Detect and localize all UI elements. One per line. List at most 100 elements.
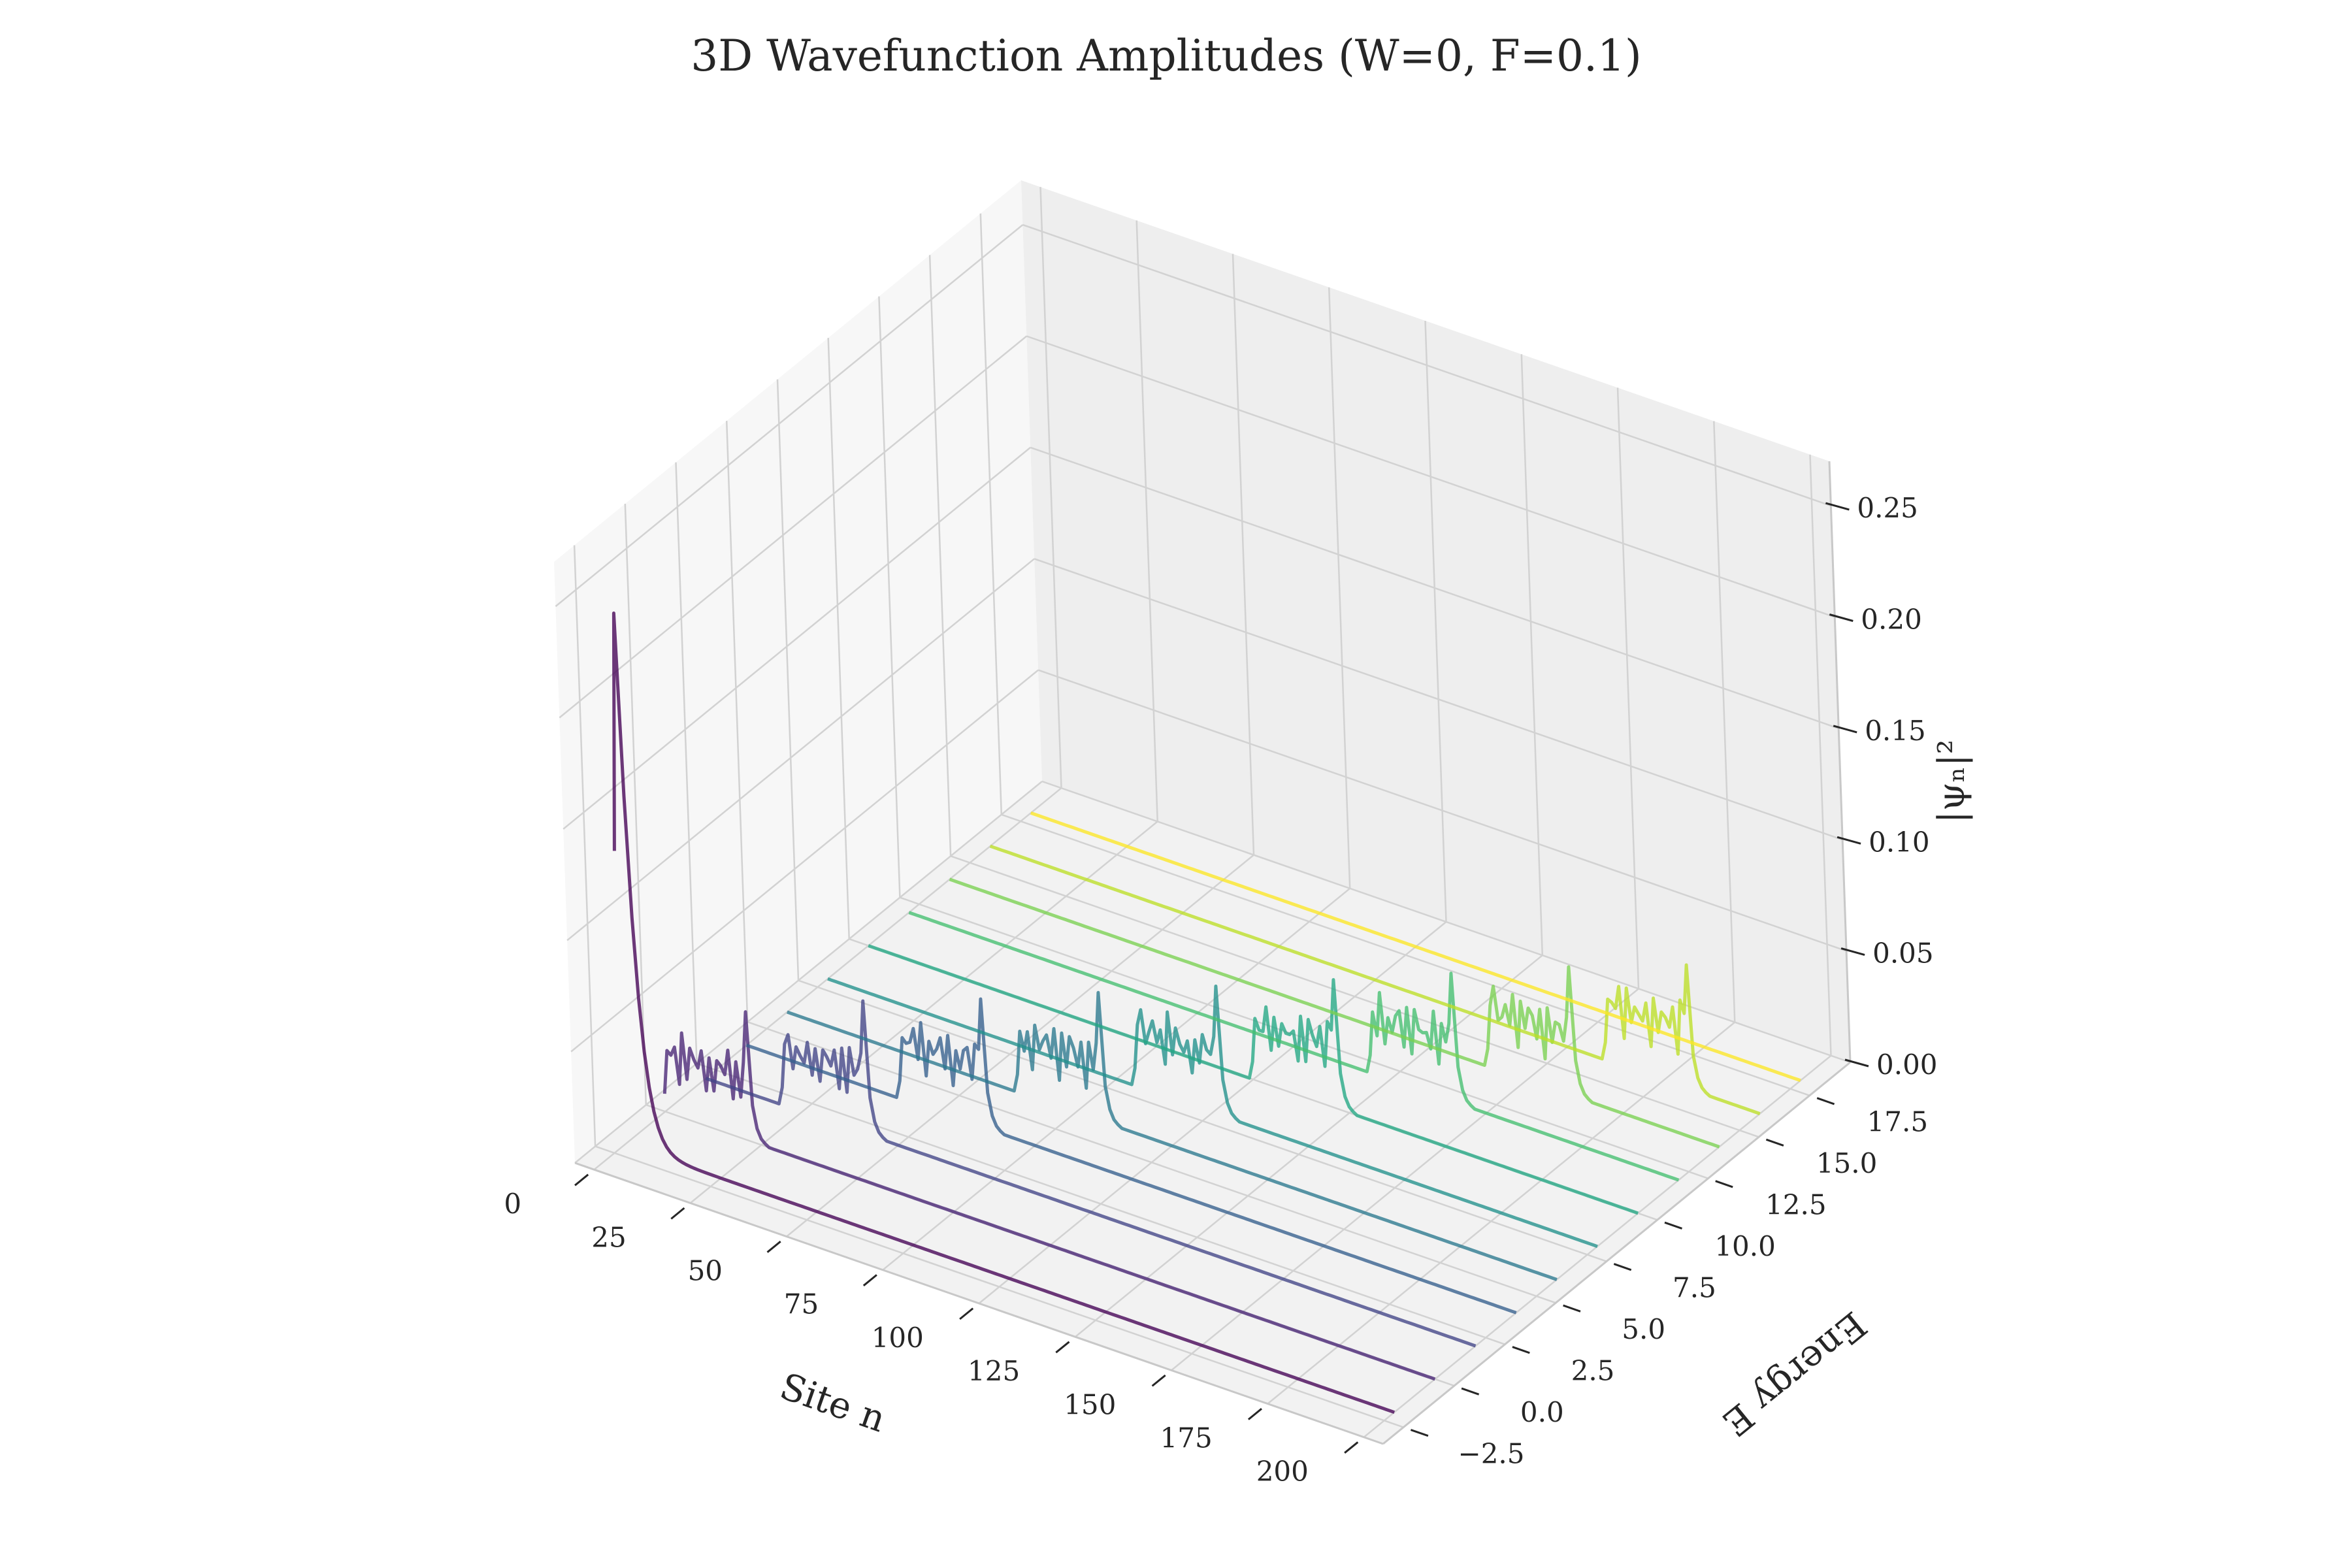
y-tick-label: −2.5 — [1458, 1437, 1525, 1469]
grid-line-z-left — [563, 446, 1031, 830]
series-line — [908, 911, 1680, 1182]
grid-line-x-floor — [978, 921, 1447, 1304]
y-tick-label: 17.5 — [1867, 1106, 1929, 1138]
z-tick-mark — [1825, 502, 1850, 511]
y-tick-label: 5.0 — [1622, 1313, 1665, 1345]
series-line — [745, 997, 1517, 1315]
series-line — [786, 990, 1558, 1281]
y-tick-mark — [1512, 1346, 1530, 1354]
grid-line-y-floor — [950, 855, 1759, 1138]
y-tick-mark — [1613, 1263, 1632, 1271]
y-tick-label: 10.0 — [1714, 1230, 1776, 1262]
grid-line-x-wall — [1713, 421, 1736, 1022]
grid-line-z-back — [1026, 335, 1835, 618]
x-tick-mark — [1055, 1341, 1070, 1354]
series-line — [949, 877, 1720, 1149]
x-tick-label: 200 — [1256, 1456, 1309, 1488]
y-tick-mark — [1410, 1429, 1429, 1437]
axis-lines — [574, 461, 1852, 1445]
series-line — [705, 999, 1477, 1348]
grid-line-y-floor — [1001, 813, 1810, 1096]
grid-line-y-wall — [776, 379, 800, 981]
axis-ticks: 0 25 50 75 100 125 150 175 200 −2.5 0.02.55.07.5 10… — [504, 492, 1937, 1488]
grid-line-y-floor — [595, 1145, 1404, 1428]
x-axis-label: Site n — [775, 1365, 891, 1441]
z-tick-mark — [1837, 836, 1861, 845]
grid-line-x-wall — [1232, 253, 1255, 855]
grid-line-x-wall — [1616, 387, 1640, 989]
z-axis-line — [1828, 461, 1852, 1063]
x-tick-label: 50 — [688, 1255, 723, 1287]
x-tick-mark — [862, 1274, 877, 1286]
x-tick-mark — [574, 1173, 589, 1186]
grid-line-y-floor — [798, 979, 1607, 1262]
series-line — [612, 612, 1396, 1414]
y-tick-label: 7.5 — [1673, 1272, 1716, 1304]
y-tick-mark — [1664, 1221, 1682, 1230]
z-tick-mark — [1844, 1058, 1869, 1068]
y-tick-label: 0.0 — [1520, 1396, 1564, 1428]
grid-line-z-back — [1034, 558, 1843, 841]
grid-line-z-back — [1030, 446, 1839, 730]
y-tick-mark — [1563, 1304, 1581, 1313]
x-tick-mark — [670, 1207, 685, 1220]
x-tick-mark — [766, 1241, 781, 1253]
x-tick-mark — [1247, 1408, 1262, 1420]
x-tick-label: 150 — [1064, 1388, 1116, 1420]
z-tick-label: 0.00 — [1876, 1049, 1938, 1081]
z-tick-label: 0.15 — [1865, 715, 1926, 747]
y-tick-mark — [1816, 1097, 1835, 1105]
y-tick-label: 2.5 — [1571, 1355, 1615, 1387]
grid-line-y-wall — [725, 421, 749, 1022]
grid-line-y-wall — [928, 255, 952, 857]
grid-line-y-wall — [979, 213, 1003, 815]
grid-line-x-wall — [1328, 287, 1351, 889]
z-tick-mark — [1840, 947, 1865, 956]
x-tick-mark — [1151, 1374, 1166, 1387]
z-tick-label: 0.25 — [1857, 492, 1918, 524]
z-tick-mark — [1829, 613, 1854, 622]
z-tick-label: 0.05 — [1872, 938, 1934, 970]
grid-line-y-wall — [675, 462, 698, 1064]
grid-line-y-wall — [827, 338, 850, 939]
z-tick-mark — [1833, 725, 1857, 734]
x-tick-label: 25 — [591, 1221, 626, 1253]
grid-line-x-wall — [1809, 454, 1832, 1056]
grid-line-x-wall — [1039, 187, 1062, 789]
series-group — [612, 612, 1801, 1414]
x-tick-label: 75 — [784, 1288, 819, 1320]
series-line — [989, 844, 1761, 1115]
chart-title: 3D Wavefunction Amplitudes (W=0, F=0.1) — [691, 31, 1641, 81]
y-axis-line — [1382, 1061, 1851, 1445]
series-line — [1030, 811, 1801, 1083]
x-tick-label: 125 — [968, 1355, 1020, 1387]
x-tick-label: 175 — [1160, 1422, 1213, 1454]
y-tick-label: 12.5 — [1765, 1189, 1827, 1221]
z-axis-label: |ψₙ|² — [1931, 740, 1973, 823]
axis-panes — [554, 180, 1850, 1444]
z-tick-label: 0.20 — [1861, 604, 1922, 636]
x-tick-label: 0 — [504, 1188, 521, 1220]
grid-line-z-back — [1037, 669, 1847, 952]
series-line — [827, 977, 1598, 1249]
grid-line-y-wall — [878, 296, 901, 898]
y-tick-mark — [1765, 1138, 1784, 1147]
grid-line-y-floor — [747, 1021, 1556, 1304]
y-axis-label: Energy E — [1714, 1303, 1874, 1445]
grid-line-z-left — [559, 335, 1028, 719]
grid-line-z-back — [1022, 223, 1831, 507]
grid-line-z-left — [555, 224, 1024, 608]
grid-line-z-left — [570, 669, 1039, 1053]
left-wall-pane — [554, 180, 1042, 1163]
y-tick-mark — [1461, 1387, 1480, 1396]
x-tick-mark — [959, 1307, 974, 1320]
grid-line-x-wall — [1424, 320, 1447, 923]
y-tick-label: 15.0 — [1816, 1147, 1878, 1179]
series-line — [868, 944, 1639, 1215]
grid-line-y-floor — [696, 1062, 1505, 1345]
grid-line-y-wall — [573, 545, 596, 1147]
grid-line-z-left — [566, 558, 1035, 941]
grid-line-z-back — [1041, 780, 1851, 1064]
